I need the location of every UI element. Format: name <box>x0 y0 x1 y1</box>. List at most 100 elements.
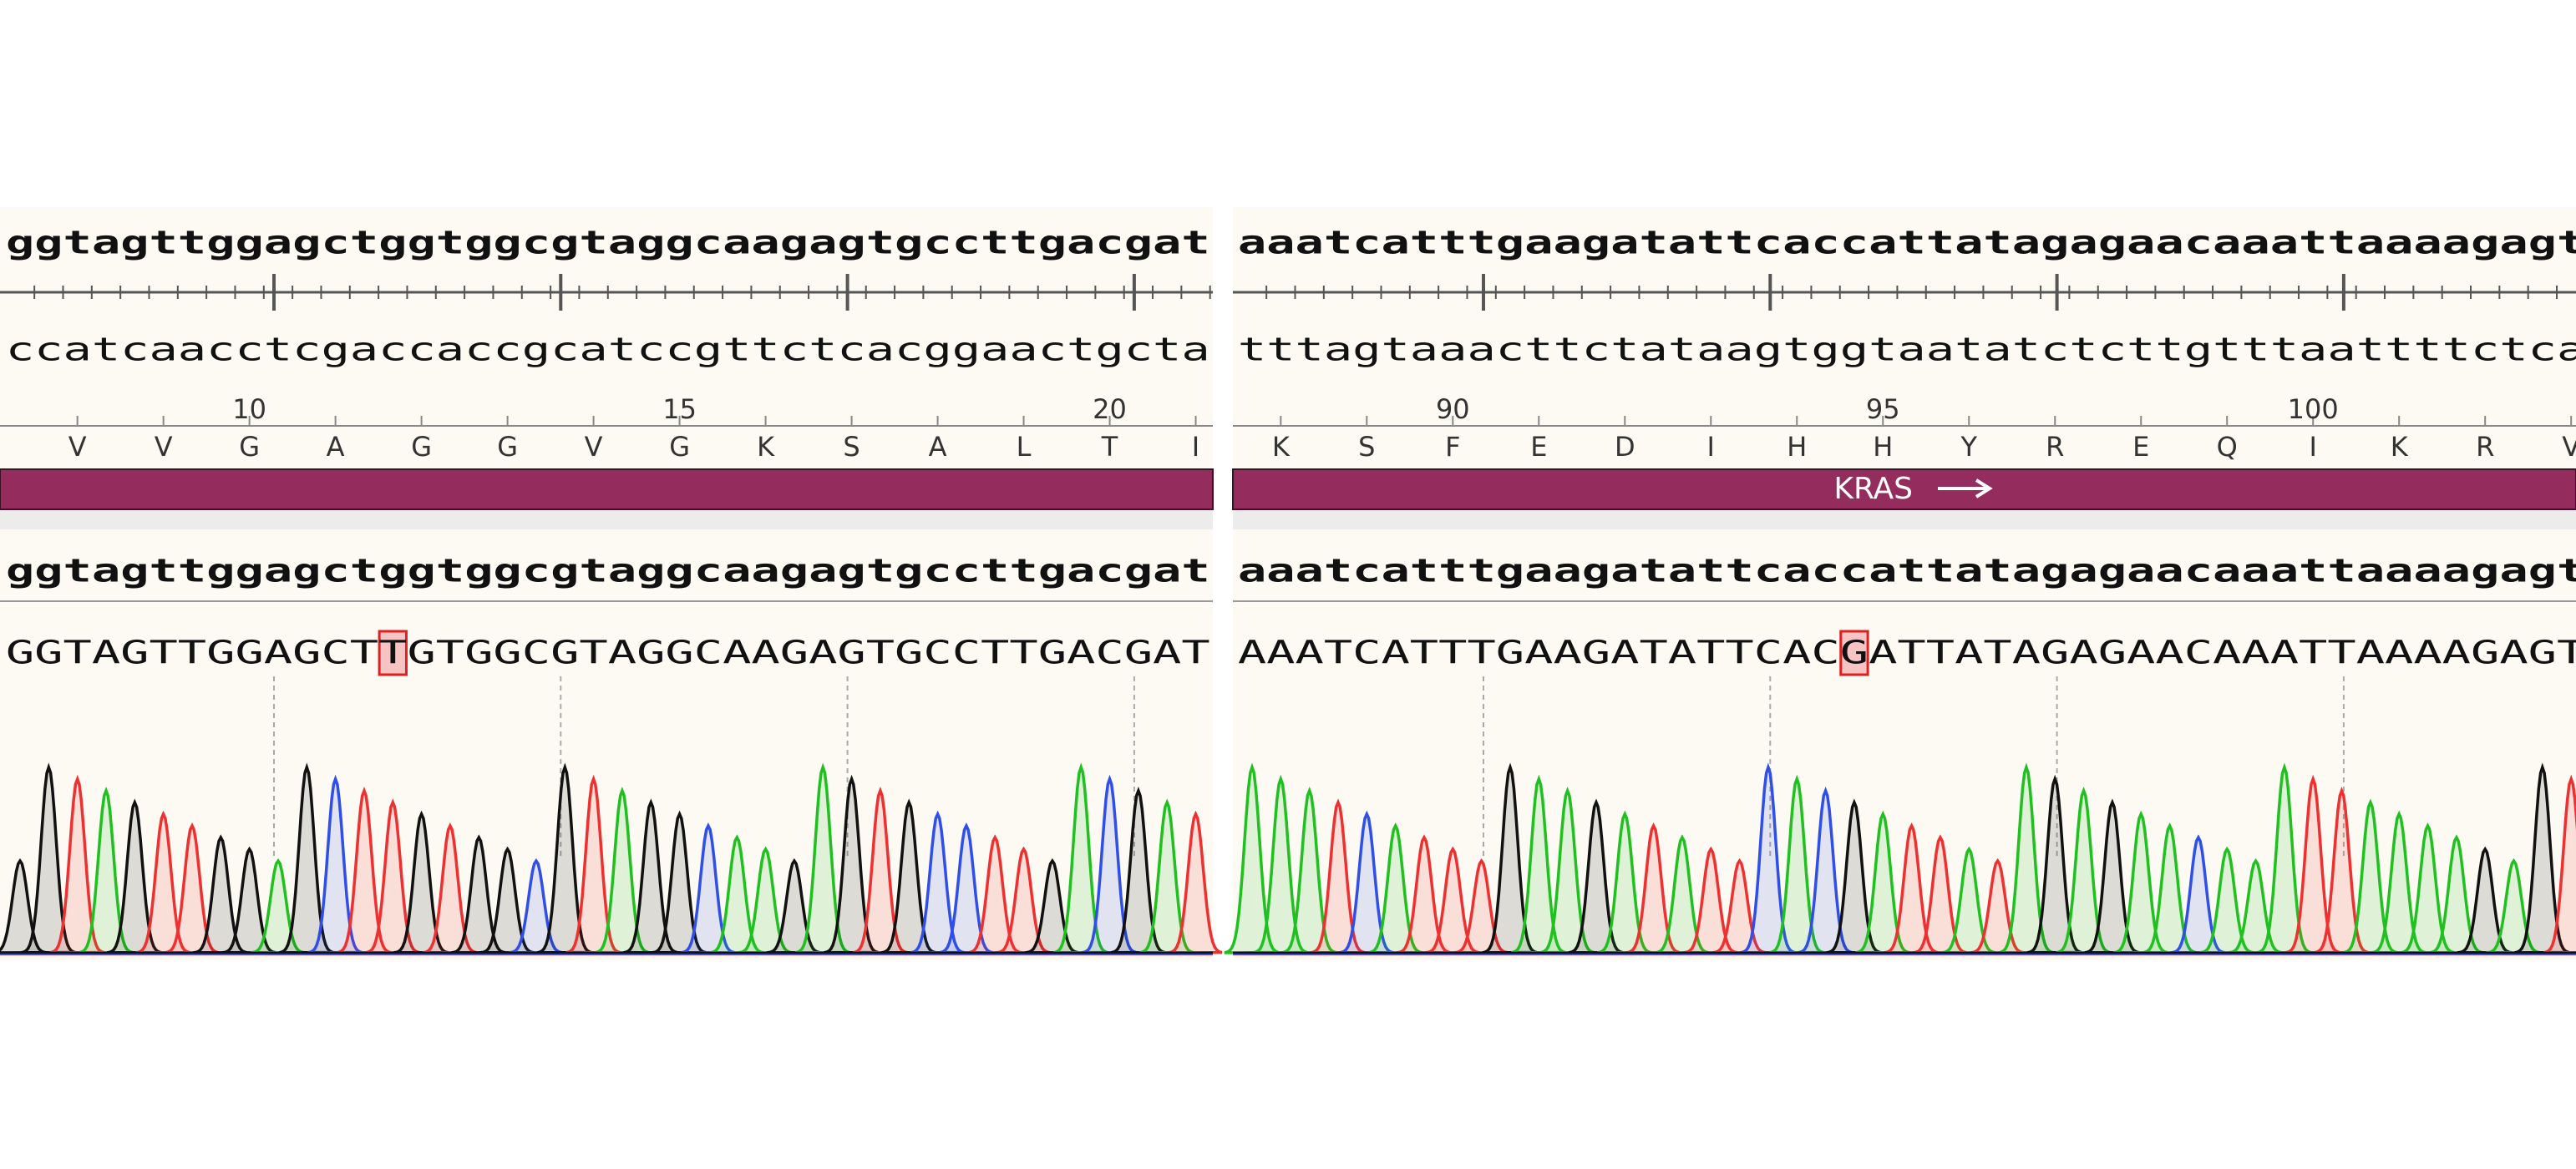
trace-peak <box>106 798 162 954</box>
trace-peak <box>565 774 621 954</box>
amino-acid: Y <box>1960 431 1977 463</box>
amino-acid: T <box>1101 431 1118 463</box>
trace-peak <box>794 762 850 954</box>
trace-peak <box>20 762 76 954</box>
trace-peak <box>1252 774 1308 954</box>
amino-acid: H <box>1787 431 1807 463</box>
trace-peak <box>766 858 821 954</box>
header-background <box>0 207 1213 509</box>
amino-acid: I <box>2309 431 2316 463</box>
trace-peak <box>2256 762 2311 954</box>
trace-peak <box>78 787 133 954</box>
amino-acid: G <box>411 431 432 463</box>
amino-acid: V <box>68 431 87 463</box>
trace-peak <box>1740 762 1795 954</box>
trace-peak <box>1596 810 1652 954</box>
mismatch-highlight <box>378 630 408 676</box>
bottom-strand: ccatcaacctcgaccaccgcatccgttctcacggaactgc… <box>6 331 1210 368</box>
trace-peak <box>1338 810 1394 954</box>
bottom-strand: tttagtaaacttctataagtggtaatatctcttgtttaat… <box>1238 331 2576 368</box>
amino-acid: A <box>327 431 345 463</box>
trace-peak <box>852 787 907 954</box>
trace-peak <box>1052 762 1108 954</box>
reference-sequence: ggtagttggagctggtggcgtaggcaagagtgccttgacg… <box>6 553 1210 590</box>
top-strand: aaatcatttgaagatattcaccattatagagaacaaatta… <box>1238 225 2576 261</box>
trace-peak <box>1940 846 1996 954</box>
feature-arrow <box>1938 478 1993 498</box>
header-background <box>1233 207 2576 509</box>
trace-peak <box>2227 858 2283 954</box>
amino-acid: E <box>2132 431 2149 463</box>
trace-peak <box>2026 774 2082 954</box>
trace-peak <box>2284 774 2340 954</box>
trace-peak <box>1511 774 1566 954</box>
trace-peak <box>422 822 477 954</box>
amino-acid: K <box>757 431 775 463</box>
feature-bar <box>1232 468 2576 510</box>
trace-peak <box>824 774 879 954</box>
amino-acid: A <box>929 431 947 463</box>
trace-peak <box>1970 858 2025 954</box>
trace-peak <box>1711 858 1767 954</box>
trace-peak <box>680 822 735 954</box>
trace-peak <box>2198 846 2254 954</box>
trace-peak <box>1367 822 1422 954</box>
separator-strip <box>0 509 1213 529</box>
trace-peak <box>1168 810 1223 954</box>
trace-peak <box>2543 774 2576 954</box>
amino-acid: I <box>1707 431 1715 463</box>
trace-peak <box>1110 787 1165 954</box>
trace-peak <box>1396 834 1451 954</box>
trace-peak <box>364 798 420 954</box>
amino-acid: E <box>1530 431 1547 463</box>
trace-peak <box>1884 822 1939 954</box>
amino-acid: R <box>2476 431 2494 463</box>
trace-peak <box>995 846 1051 954</box>
amino-acid: L <box>1017 431 1032 463</box>
trace-peak <box>1138 798 1194 954</box>
trace-peak <box>1082 774 1137 954</box>
trace-peak <box>393 810 449 954</box>
trace-peak <box>2142 822 2197 954</box>
trace-peak <box>2084 798 2139 954</box>
position-label: 95 <box>1866 393 1900 425</box>
trace-peak <box>164 822 219 954</box>
trace-peak <box>2428 834 2483 954</box>
trace-peak <box>135 810 190 954</box>
trace-peak <box>2514 762 2569 954</box>
trace-peak <box>1424 846 1480 954</box>
trace-peak <box>2056 787 2111 954</box>
amino-acid: G <box>239 431 260 463</box>
mismatch-highlight <box>1839 630 1869 676</box>
trace-peak <box>708 834 764 954</box>
amino-acid: S <box>1358 431 1375 463</box>
trace-peak <box>2486 858 2541 954</box>
trace-peak <box>1310 798 1365 954</box>
amino-acid: H <box>1873 431 1893 463</box>
trace-peak <box>938 822 993 954</box>
amino-acid: I <box>1192 431 1199 463</box>
trace-peak <box>536 762 592 954</box>
trace-peak <box>1281 787 1336 954</box>
trace-peak <box>2170 834 2225 954</box>
trace-peak <box>910 810 965 954</box>
trace-peak <box>2314 787 2369 954</box>
position-label: 10 <box>232 393 266 425</box>
amino-acid: V <box>155 431 173 463</box>
trace-peak <box>0 858 47 954</box>
trace-peak <box>2371 810 2426 954</box>
feature-label: KRAS <box>1833 472 1913 506</box>
trace-peak <box>279 762 334 954</box>
amino-acid: G <box>497 431 518 463</box>
trace-peak <box>2400 822 2455 954</box>
position-label: 15 <box>662 393 697 425</box>
amino-acid: G <box>669 431 690 463</box>
trace-peak <box>1453 858 1509 954</box>
trace-peak <box>1024 858 1079 954</box>
top-strand: ggtagttggagctggtggcgtaggcaagagtgccttgacg… <box>6 225 1210 261</box>
trace-peak <box>307 774 363 954</box>
trace-peak <box>450 834 506 954</box>
trace-peak <box>1682 846 1738 954</box>
trace-peak <box>221 846 276 954</box>
